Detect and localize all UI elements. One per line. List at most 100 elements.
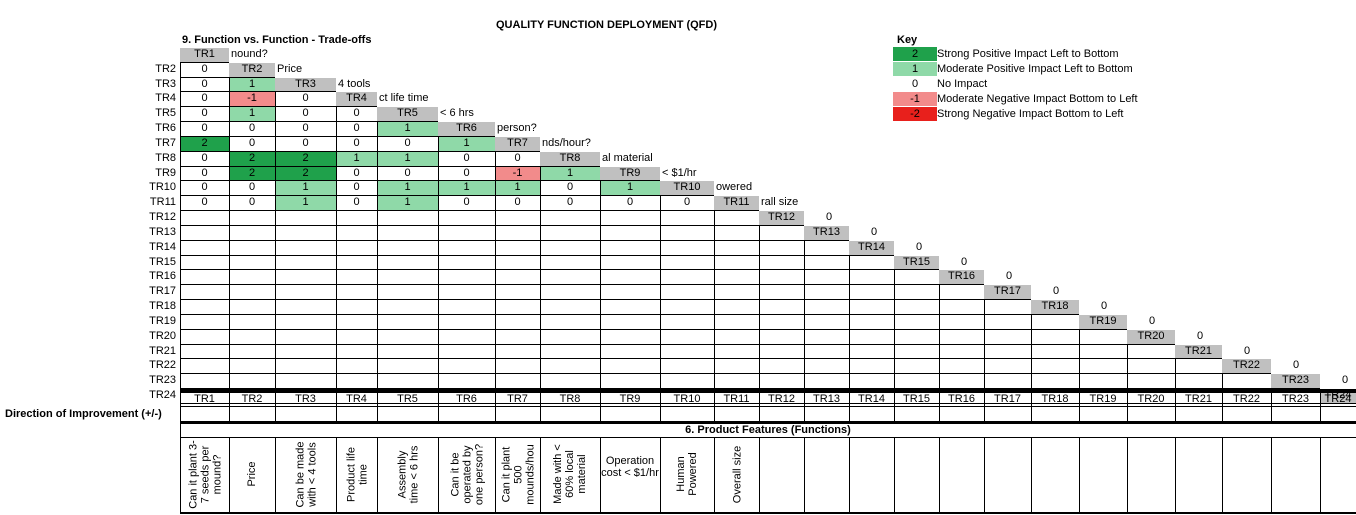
diagonal-label: ct life time — [379, 92, 444, 106]
matrix-cell: 0 — [336, 121, 377, 136]
key-swatch: -1 — [893, 92, 937, 106]
grid-line — [1127, 437, 1128, 512]
grid-line — [180, 373, 1271, 375]
grid-line — [180, 512, 1356, 514]
matrix-cell: 0 — [229, 135, 275, 151]
key-item-label: Strong Negative Impact Bottom to Left — [937, 108, 1124, 120]
grid-line — [275, 437, 276, 512]
grid-line — [180, 406, 1356, 407]
matrix-cell: 1 — [438, 135, 495, 151]
grid-line — [180, 392, 1356, 393]
grid-line — [849, 392, 850, 421]
grid-line — [894, 392, 895, 421]
matrix-cell: 0 — [377, 165, 438, 181]
column-header: TR23 — [1282, 393, 1309, 405]
row-label: TR20 — [149, 329, 176, 342]
matrix-cell: -1 — [229, 91, 275, 107]
grid-line — [180, 328, 1127, 330]
direction-label: Direction of Improvement (+/-) — [5, 408, 162, 420]
matrix-cell: 1 — [377, 195, 438, 211]
matrix-cell: 0 — [336, 180, 377, 196]
diagonal-label: person? — [497, 122, 546, 136]
diagonal-header: TR16 — [939, 270, 984, 285]
diagonal-header: TR23 — [1271, 374, 1320, 389]
grid-line — [180, 392, 181, 421]
diagonal-label: Price — [277, 62, 342, 76]
row-label: TR24 — [149, 389, 176, 402]
column-header: TR5 — [397, 393, 418, 405]
row-label: TR18 — [149, 300, 176, 313]
row-label: TR5 — [155, 107, 176, 120]
row-label: TR13 — [149, 225, 176, 238]
grid-line — [1175, 358, 1176, 403]
feature-label: Can it be operated by one person? — [448, 443, 485, 505]
grid-line — [180, 106, 377, 108]
grid-line — [1031, 313, 1032, 403]
grid-line — [180, 437, 181, 512]
matrix-cell: 0 — [180, 180, 229, 196]
diagonal-header: TR1 — [180, 48, 229, 62]
matrix-cell: 0 — [275, 106, 336, 122]
grid-line — [1271, 392, 1272, 421]
matrix-cell: 2 — [275, 150, 336, 166]
diagonal-label: 0 — [1129, 314, 1175, 328]
row-label: TR19 — [149, 314, 176, 327]
grid-line — [660, 437, 661, 512]
grid-line — [180, 135, 495, 137]
section-6-title: 6. Product Features (Functions) — [685, 424, 851, 436]
diagonal-header: TR13 — [804, 225, 849, 240]
grid-line — [1320, 437, 1321, 512]
key-item-label: Strong Positive Impact Left to Bottom — [937, 48, 1119, 60]
diagonal-label: rall size — [761, 196, 810, 210]
grid-line — [438, 392, 439, 421]
key-swatch: 0 — [893, 77, 937, 91]
grid-line — [1320, 392, 1321, 421]
feature-label: Product life time — [344, 446, 369, 502]
diagonal-label: 0 — [986, 270, 1032, 284]
matrix-cell: 0 — [180, 195, 229, 211]
column-header: TR12 — [768, 393, 795, 405]
diagonal-header: TR12 — [759, 211, 804, 225]
diagonal-header: TR6 — [438, 122, 495, 136]
grid-line — [540, 437, 541, 512]
grid-line — [1079, 437, 1080, 512]
diagonal-label: < 6 hrs — [440, 107, 501, 121]
grid-line — [438, 437, 439, 512]
grid-line — [180, 165, 600, 167]
row-label: TR23 — [149, 374, 176, 387]
column-header: TR24 — [1324, 393, 1352, 405]
grid-line — [660, 392, 661, 421]
diagonal-header: TR3 — [275, 77, 336, 92]
matrix-cell: 0 — [336, 195, 377, 211]
column-header: TR11 — [723, 393, 750, 405]
diagonal-label: 0 — [1081, 300, 1127, 314]
grid-line — [180, 299, 1031, 301]
matrix-cell: 0 — [229, 195, 275, 211]
grid-line — [984, 299, 985, 403]
grid-line — [180, 269, 939, 271]
column-header: TR13 — [813, 393, 840, 405]
matrix-cell: 0 — [180, 61, 229, 77]
diagonal-label: nds/hour? — [542, 136, 606, 150]
diagonal-header: TR17 — [984, 285, 1031, 300]
diagonal-header: TR5 — [377, 107, 438, 122]
grid-line — [336, 437, 337, 512]
grid-line — [894, 437, 895, 512]
grid-line — [180, 224, 804, 226]
grid-line — [180, 437, 1356, 438]
row-label: TR2 — [155, 62, 176, 75]
grid-line — [229, 392, 230, 421]
matrix-cell: 2 — [229, 165, 275, 181]
grid-line — [377, 392, 378, 421]
matrix-cell: 0 — [660, 195, 714, 211]
matrix-cell: 1 — [438, 180, 495, 196]
diagonal-label: 0 — [1033, 285, 1079, 299]
matrix-cell: 0 — [180, 91, 229, 107]
feature-label: Can be made with < 4 tools — [293, 440, 318, 508]
column-header: TR22 — [1233, 393, 1260, 405]
feature-label: Price — [246, 461, 258, 487]
thick-separator — [180, 389, 1356, 392]
feature-label: Human Powered — [675, 452, 699, 496]
column-header: TR16 — [948, 393, 975, 405]
grid-line — [759, 224, 760, 403]
